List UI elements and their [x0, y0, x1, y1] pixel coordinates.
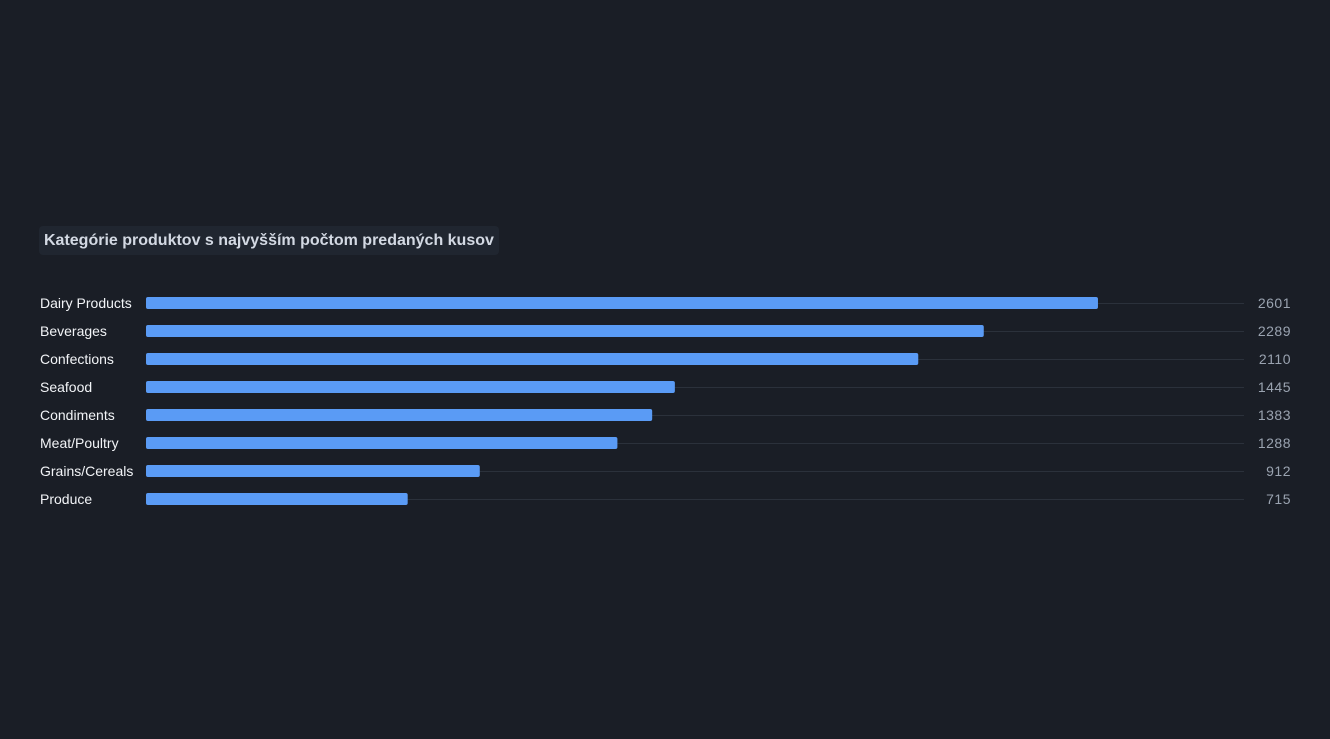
bar-beverages [146, 325, 984, 337]
value-label-confections: 2110 [1259, 351, 1291, 367]
value-label-condiments: 1383 [1258, 407, 1291, 423]
value-label-dairy-products: 2601 [1258, 295, 1291, 311]
category-label-confections: Confections [40, 351, 114, 367]
category-label-grains-cereals: Grains/Cereals [40, 463, 133, 479]
category-label-dairy-products: Dairy Products [40, 295, 132, 311]
bar-meat-poultry [146, 437, 618, 449]
value-label-seafood: 1445 [1258, 379, 1291, 395]
bar-confections [146, 353, 919, 365]
category-label-beverages: Beverages [40, 323, 107, 339]
bar-produce [146, 493, 408, 505]
category-label-condiments: Condiments [40, 407, 115, 423]
category-label-produce: Produce [40, 491, 92, 507]
bar-seafood [146, 381, 675, 393]
category-label-seafood: Seafood [40, 379, 92, 395]
chart-title: Kategórie produktov s najvyšším počtom p… [39, 226, 499, 255]
value-label-produce: 715 [1266, 491, 1291, 507]
value-label-beverages: 2289 [1258, 323, 1291, 339]
bar-dairy-products [146, 297, 1098, 309]
category-label-meat-poultry: Meat/Poultry [40, 435, 119, 451]
value-label-grains-cereals: 912 [1266, 463, 1291, 479]
value-label-meat-poultry: 1288 [1258, 435, 1291, 451]
bar-condiments [146, 409, 653, 421]
bar-grains-cereals [146, 465, 480, 477]
